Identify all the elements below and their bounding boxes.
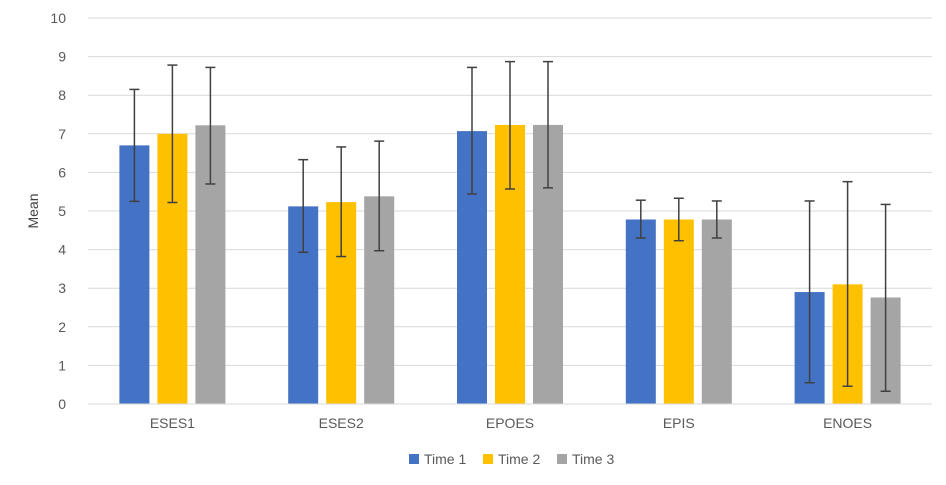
error-bar: [467, 66, 477, 195]
y-tick-label: 1: [58, 357, 66, 373]
y-tick-label: 5: [58, 203, 66, 219]
error-bar: [842, 180, 853, 387]
bar-epis-time-3: [701, 219, 732, 404]
y-tick-label: 6: [58, 164, 66, 180]
error-bar: [167, 64, 178, 204]
y-tick-label: 7: [58, 126, 66, 142]
legend-label: Time 1: [424, 451, 466, 467]
bar-epis-time-1: [625, 219, 656, 404]
legend-label: Time 3: [572, 451, 614, 467]
error-bar: [804, 200, 815, 384]
error-bar: [205, 66, 216, 185]
legend-item: Time 1: [409, 451, 466, 467]
legend-item: Time 2: [483, 451, 540, 467]
x-tick-label: ESES1: [150, 415, 195, 431]
error-bar: [635, 199, 646, 239]
x-tick-label: EPIS: [663, 415, 695, 431]
y-tick-label: 0: [58, 396, 66, 412]
y-tick-label: 8: [58, 87, 66, 103]
y-tick-label: 9: [58, 49, 66, 65]
y-axis-ticks: 0 1 2 3 4 5 6 7 8 9 10: [50, 10, 66, 412]
y-axis-title: Mean: [25, 193, 41, 228]
error-bar: [673, 197, 684, 242]
error-bar: [298, 158, 309, 254]
x-tick-label: ENOES: [823, 415, 872, 431]
error-bar: [711, 200, 722, 239]
error-bar: [505, 60, 515, 190]
y-tick-label: 4: [58, 242, 66, 258]
bar-epis-time-2: [663, 219, 694, 404]
legend-label: Time 2: [498, 451, 540, 467]
legend-swatch: [409, 454, 419, 464]
error-bar: [374, 140, 385, 252]
y-tick-label: 10: [50, 10, 66, 26]
error-bar: [336, 146, 347, 258]
legend-item: Time 3: [557, 451, 614, 467]
legend: Time 1 Time 2 Time 3: [409, 451, 614, 467]
error-bar: [543, 60, 553, 189]
legend-swatch: [483, 454, 493, 464]
x-tick-label: EPOES: [486, 415, 534, 431]
error-bars: [129, 60, 891, 393]
error-bar: [880, 203, 891, 393]
x-axis-ticks: ESES1 ESES2 EPOES EPIS ENOES: [150, 415, 872, 431]
error-bar: [129, 88, 140, 203]
legend-swatch: [557, 454, 567, 464]
y-tick-label: 3: [58, 280, 66, 296]
y-tick-label: 2: [58, 319, 66, 335]
x-tick-label: ESES2: [319, 415, 364, 431]
